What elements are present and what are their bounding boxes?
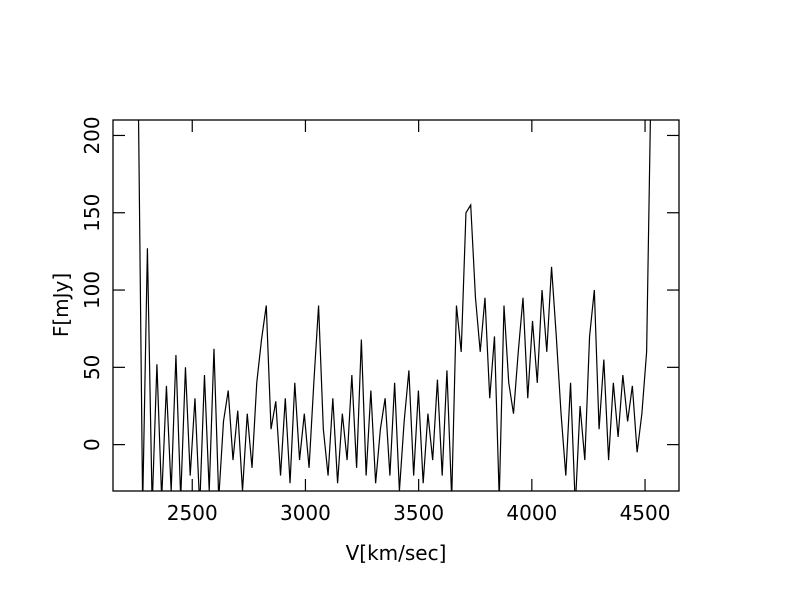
spectrum-line [137,120,651,491]
y-tick-label: 50 [80,355,104,380]
plot-frame [112,119,680,492]
y-tick-label: 200 [80,116,104,154]
x-tick-label: 4000 [506,501,557,525]
y-tick-label: 150 [80,194,104,232]
y-tick-label: 0 [80,438,104,451]
y-axis-label: F[mJy] [49,273,73,337]
x-tick-label: 3500 [393,501,444,525]
x-tick-label: 3000 [280,501,331,525]
x-tick-label: 2500 [167,501,218,525]
x-axis-label: V[km/sec] [346,541,447,565]
y-tick-label: 100 [80,271,104,309]
x-tick-label: 4500 [620,501,671,525]
